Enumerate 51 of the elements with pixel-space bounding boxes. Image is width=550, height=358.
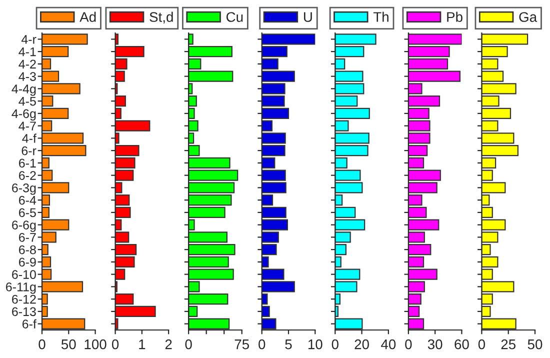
y-tick-label: 6-11g (6, 282, 36, 294)
y-tick-label: 6-5 (19, 208, 36, 218)
x-tick-label: 50 (528, 339, 542, 350)
y-tick-label: 6-12 (12, 294, 36, 304)
x-tick-label: 1 (139, 340, 146, 350)
legend-label: Pb (447, 12, 462, 22)
x-tick-label: 0 (332, 339, 338, 350)
x-tick-label: 0 (38, 339, 46, 350)
y-tick-label: 4-5 (18, 96, 36, 106)
y-tick-label: 6-13 (12, 307, 36, 316)
x-tick-label: 10 (308, 339, 322, 350)
y-tick-label: 6-3g (12, 183, 36, 195)
y-tick-label: 4-f (22, 134, 36, 143)
x-tick-label: 25 (501, 339, 516, 350)
y-tick-label: 6-7 (19, 232, 36, 242)
x-tick-label: 75 (234, 340, 249, 350)
x-tick-label: 40 (381, 339, 396, 350)
x-tick-label: 50 (61, 339, 76, 350)
y-tick-label: 6-4 (19, 196, 36, 205)
x-tick-label: 0 (478, 339, 486, 350)
x-tick-label: 0 (405, 339, 412, 350)
y-tick-label: 4-1 (18, 47, 36, 56)
y-tick-label: 6-9 (19, 258, 36, 267)
legend-label: U (304, 12, 312, 22)
x-tick-label: 60 (454, 339, 469, 350)
y-tick-label: 6-2 (19, 171, 36, 180)
y-tick-label: 6-6g (12, 220, 36, 232)
y-tick-label: 4-6g (12, 109, 36, 121)
x-tick-label: 20 (354, 339, 369, 350)
x-tick-label: 5 (285, 340, 292, 350)
y-tick-label: 6-1 (19, 158, 36, 168)
y-tick-label: 4-4g (12, 84, 36, 96)
y-tick-label: 6-r (22, 146, 36, 156)
y-tick-label: 6-f (22, 319, 36, 328)
y-tick-label: 6-10 (12, 270, 36, 279)
legend-label: Ad (80, 12, 96, 22)
y-tick-label: 4-7 (18, 122, 36, 130)
legend-label: Th (373, 12, 388, 22)
legend-label: Ga (519, 12, 538, 22)
y-tick-label: 4-3 (18, 72, 36, 81)
y-tick-label: 4-2 (18, 60, 36, 68)
x-tick-label: 0 (185, 339, 192, 350)
legend-label: St,d (150, 12, 173, 24)
x-tick-label: 30 (428, 339, 442, 350)
legend-label: Cu (226, 12, 243, 22)
x-tick-label: 2 (165, 339, 172, 350)
x-tick-label: 0 (112, 339, 119, 350)
x-tick-label: 0 (258, 339, 266, 350)
y-tick-label: 6-8 (19, 245, 36, 254)
x-tick-label: 100 (84, 339, 106, 350)
y-tick-label: 4-r (21, 35, 36, 44)
